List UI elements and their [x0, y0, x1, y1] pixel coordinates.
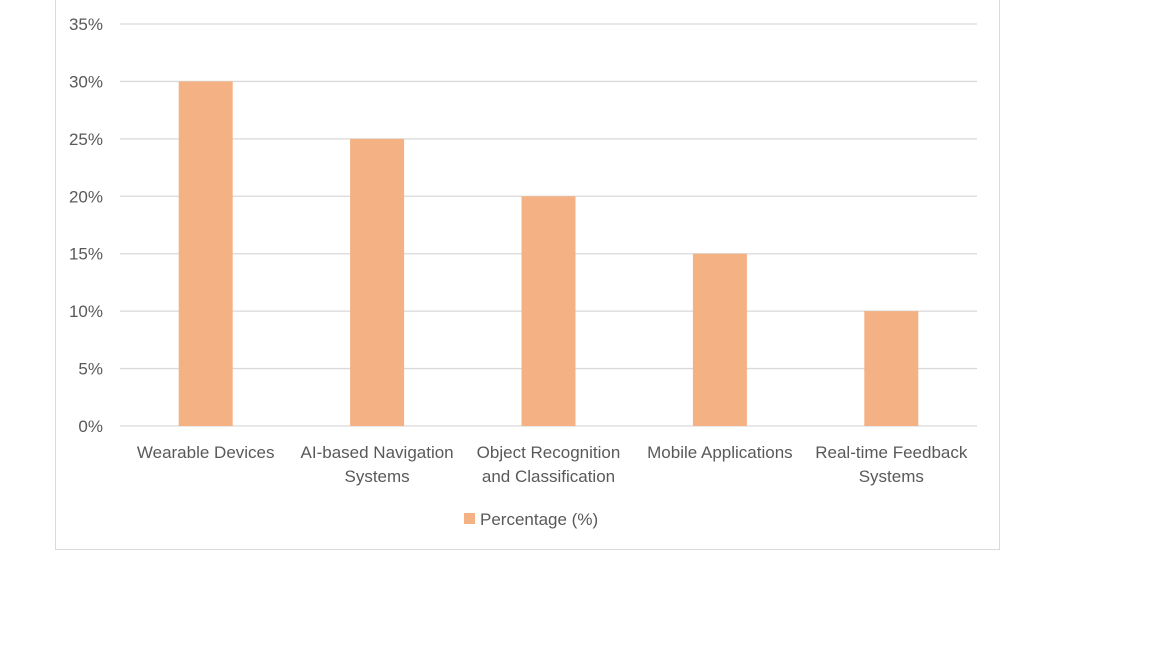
x-axis-labels: Wearable Devices AI-based Navigation Syste… — [137, 443, 968, 486]
y-tick-label: 15% — [69, 245, 103, 264]
y-tick-label: 30% — [69, 72, 103, 91]
y-tick-label: 0% — [78, 417, 103, 436]
y-tick-label: 20% — [69, 187, 103, 206]
x-tick-label: Wearable Devices — [137, 443, 275, 462]
legend-swatch — [464, 513, 475, 524]
x-tick-label: Object Recognition and Classification — [477, 443, 621, 486]
bar — [521, 196, 576, 426]
y-tick-label: 25% — [69, 130, 103, 149]
bars — [178, 81, 919, 426]
bar — [864, 311, 919, 426]
x-tick-label: Real-time Feedback Systems — [815, 443, 968, 486]
x-tick-label: Mobile Applications — [647, 443, 793, 462]
y-tick-label: 35% — [69, 15, 103, 34]
y-tick-label: 5% — [78, 360, 103, 379]
y-tick-label: 10% — [69, 302, 103, 321]
bar — [692, 253, 747, 426]
bar — [178, 81, 233, 426]
legend-label: Percentage (%) — [480, 510, 598, 529]
legend: Percentage (%) — [464, 510, 598, 529]
x-tick-label: AI-based Navigation Systems — [301, 443, 454, 486]
bar — [350, 138, 405, 426]
y-axis-ticks: 0% 5% 10% 15% 20% 25% 30% 35% — [69, 15, 103, 436]
